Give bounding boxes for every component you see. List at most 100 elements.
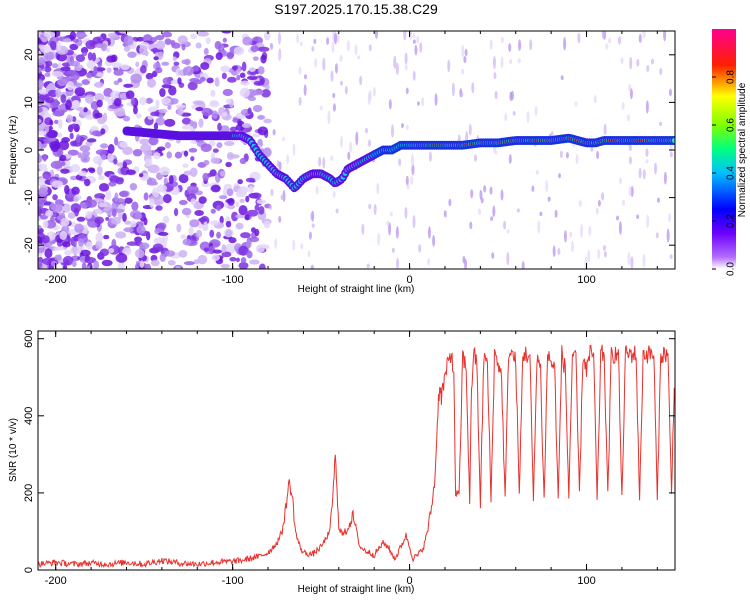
spectrogram-noise-blob bbox=[646, 65, 650, 72]
spectrogram-noise-blob bbox=[200, 62, 210, 70]
spectrogram-noise-blob bbox=[118, 191, 129, 198]
spectrogram-noise-blob bbox=[150, 111, 160, 117]
spectrogram-noise-blob bbox=[225, 161, 232, 168]
spectrogram-noise-blob bbox=[155, 205, 163, 211]
spectrogram-noise-blob bbox=[355, 131, 359, 146]
spectrogram-noise-blob bbox=[101, 259, 113, 267]
spectrogram-noise-blob bbox=[404, 52, 408, 65]
spectrogram-noise-blob bbox=[215, 52, 223, 61]
spectrogram-noise-blob bbox=[38, 224, 42, 230]
spectrogram-noise-blob bbox=[60, 217, 70, 227]
spectrogram-noise-blob bbox=[173, 208, 179, 217]
spectrogram-noise-blob bbox=[183, 150, 189, 157]
spectrogram-noise-blob bbox=[506, 252, 510, 266]
spectrogram-noise-blob bbox=[628, 186, 632, 197]
snr-y-tick-label: 600 bbox=[23, 330, 35, 348]
spectrogram-noise-blob bbox=[62, 255, 74, 266]
spectrogram-noise-blob bbox=[43, 173, 50, 180]
spectrogram-noise-blob bbox=[235, 214, 246, 219]
spectrogram-noise-blob bbox=[72, 240, 77, 247]
spectrogram-noise-blob bbox=[308, 231, 312, 240]
spectrogram-y-tick-label: 10 bbox=[23, 96, 35, 108]
spectrogram-noise-blob bbox=[216, 231, 221, 239]
spectrogram-noise-blob bbox=[52, 194, 58, 201]
spectrogram-noise-blob bbox=[177, 35, 188, 44]
spectrogram-noise-blob bbox=[500, 189, 504, 201]
spectrogram-noise-blob bbox=[151, 187, 160, 198]
spectrogram-noise-blob bbox=[214, 77, 220, 87]
spectrogram-noise-blob bbox=[163, 177, 168, 185]
spectrogram-noise-blob bbox=[608, 37, 612, 44]
spectrogram-noise-blob bbox=[603, 123, 607, 136]
spectrogram-noise-blob bbox=[45, 60, 53, 67]
spectrogram-noise-blob bbox=[491, 252, 495, 259]
spectrogram-noise-blob bbox=[143, 149, 153, 157]
spectrogram-noise-blob bbox=[124, 197, 133, 204]
spectrogram-noise-blob bbox=[668, 88, 672, 97]
spectrogram-noise-blob bbox=[368, 203, 372, 210]
spectrogram-noise-blob bbox=[70, 123, 78, 129]
spectrogram-noise-blob bbox=[64, 184, 70, 195]
snr-x-tick-label: 0 bbox=[407, 575, 413, 587]
spectrogram-noise-blob bbox=[263, 118, 272, 124]
spectrogram-noise-blob bbox=[87, 51, 93, 61]
spectrogram-noise-blob bbox=[388, 99, 392, 110]
spectrogram-noise-blob bbox=[38, 236, 43, 245]
spectrogram-noise-blob bbox=[123, 83, 134, 88]
spectrogram-noise-blob bbox=[357, 55, 361, 60]
spectrogram-noise-blob bbox=[84, 114, 95, 120]
spectrogram-noise-blob bbox=[311, 210, 315, 222]
spectrogram-noise-blob bbox=[368, 139, 372, 147]
spectrogram-noise-blob bbox=[235, 222, 244, 230]
spectrogram-noise-blob bbox=[127, 51, 137, 59]
spectrogram-noise-blob bbox=[202, 172, 209, 182]
spectrogram-noise-blob bbox=[131, 201, 139, 211]
spectrogram-noise-blob bbox=[228, 154, 240, 159]
snr-panel: -200 -100 0 100 0 200 400 600 Height of straig… bbox=[8, 330, 676, 595]
spectrogram-noise-blob bbox=[115, 177, 124, 185]
spectrogram-noise-blob bbox=[49, 216, 55, 223]
spectrogram-noise-blob bbox=[272, 129, 276, 136]
spectrogram-noise-blob bbox=[84, 94, 94, 104]
spectrogram-noise-blob bbox=[134, 248, 145, 259]
spectrogram-noise-blob bbox=[222, 88, 233, 97]
spectrogram-noise-blob bbox=[261, 89, 271, 98]
spectrogram-noise-blob bbox=[70, 71, 80, 81]
spectrogram-noise-blob bbox=[122, 247, 132, 256]
spectrogram-noise-blob bbox=[262, 147, 272, 158]
spectrogram-noise-blob bbox=[621, 102, 625, 111]
spectrogram-noise-blob bbox=[354, 44, 358, 56]
spectrogram-noise-blob bbox=[334, 32, 338, 45]
snr-y-tick-label: 0 bbox=[23, 567, 35, 573]
spectrogram-noise-blob bbox=[274, 238, 278, 249]
spectrogram-noise-blob bbox=[70, 164, 81, 173]
spectrogram-noise-blob bbox=[517, 58, 521, 64]
spectrogram-noise-blob bbox=[97, 61, 103, 68]
spectrogram-noise-blob bbox=[208, 109, 213, 115]
spectrogram-noise-blob bbox=[238, 245, 249, 256]
spectrogram-noise-blob bbox=[76, 216, 86, 222]
spectrogram-noise-blob bbox=[547, 196, 551, 202]
spectrogram-noise-blob bbox=[240, 232, 251, 239]
spectrogram-noise-blob bbox=[257, 46, 270, 52]
spectrogram-noise-blob bbox=[155, 34, 165, 41]
spectrogram-noise-blob bbox=[361, 223, 365, 235]
spectrogram-noise-blob bbox=[250, 45, 259, 52]
spectrogram-noise-blob bbox=[143, 192, 149, 201]
spectrogram-noise-blob bbox=[69, 43, 79, 51]
spectrogram-noise-blob bbox=[176, 223, 182, 233]
spectrogram-x-axis-title: Height of straight line (km) bbox=[298, 284, 415, 295]
spectrogram-noise-blob bbox=[114, 192, 119, 203]
spectrogram-noise-blob bbox=[183, 261, 195, 266]
spectrogram-noise-blob bbox=[403, 31, 407, 41]
spectrogram-noise-blob bbox=[114, 231, 127, 239]
spectrogram-noise-blob bbox=[38, 153, 41, 163]
spectrogram-noise-blob bbox=[108, 181, 117, 187]
spectrogram-noise-blob bbox=[44, 124, 50, 133]
spectrogram-noise-blob bbox=[419, 42, 423, 53]
spectrogram-noise-blob bbox=[252, 133, 261, 138]
spectrogram-noise-blob bbox=[526, 111, 530, 123]
spectrogram-noise-blob bbox=[136, 36, 145, 42]
spectrogram-noise-blob bbox=[303, 84, 307, 96]
spectrogram-noise-blob bbox=[512, 111, 516, 116]
